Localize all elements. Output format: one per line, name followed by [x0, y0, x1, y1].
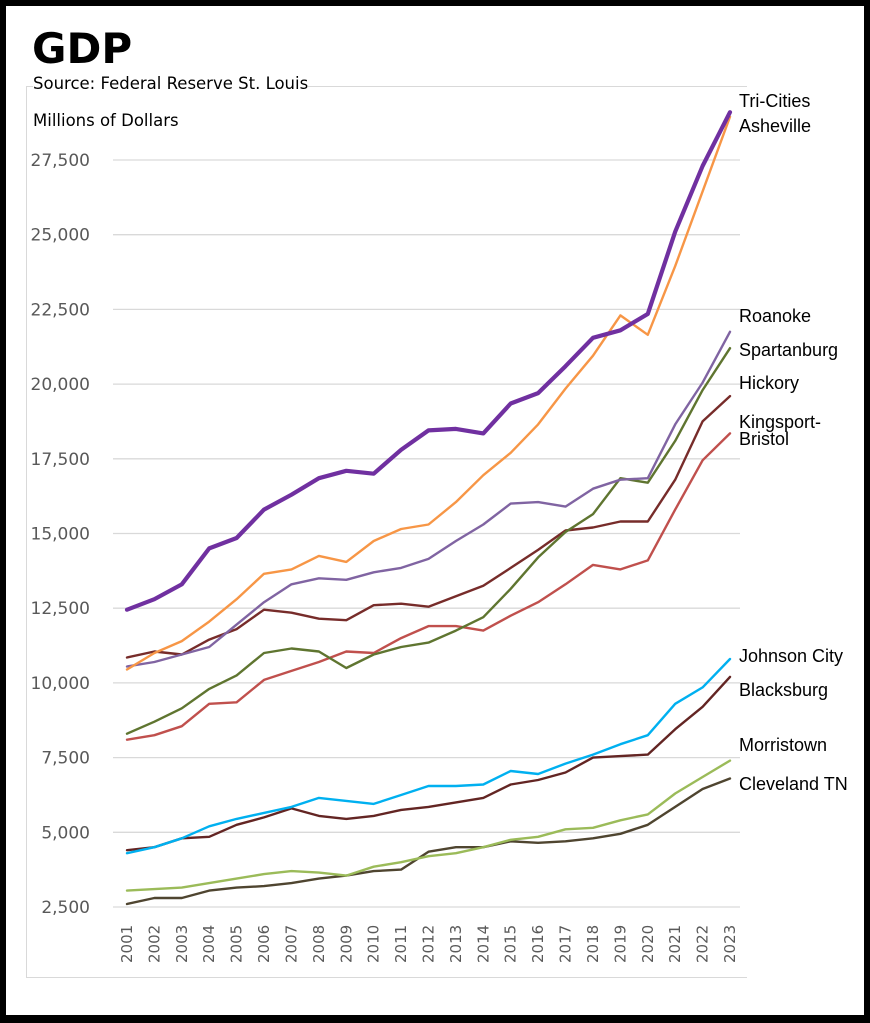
x-tick-label: 2002	[145, 925, 163, 963]
chart-area-border	[26, 86, 747, 978]
series-lines	[124, 110, 733, 906]
series-label-roanoke: Roanoke	[739, 306, 811, 326]
series-label-johnson-city: Johnson City	[739, 646, 843, 666]
x-tick-label: 2005	[228, 925, 246, 963]
x-tick-label: 2014	[474, 925, 492, 963]
y-tick-label: 10,000	[31, 674, 90, 694]
x-tick-label: 2011	[392, 925, 410, 963]
x-axis-ticks: 2001 2002 2003 2004 2005 2006 2007 2008 2009 2010…	[118, 925, 739, 963]
y-tick-label: 20,000	[31, 375, 90, 395]
x-tick-label: 2017	[557, 925, 575, 963]
x-tick-label: 2019	[611, 925, 629, 963]
x-tick-label: 2001	[118, 925, 136, 963]
chart-source: Source: Federal Reserve St. Louis	[33, 74, 309, 93]
x-tick-label: 2006	[255, 925, 273, 963]
series-label-spartanburg: Spartanburg	[739, 340, 838, 360]
series-label-blacksburg: Blacksburg	[739, 680, 828, 700]
y-tick-label: 17,500	[31, 450, 90, 470]
x-tick-label: 2009	[337, 925, 355, 963]
series-label-kingsport-bristol: Kingsport-Bristol	[739, 412, 821, 449]
x-tick-label: 2003	[173, 925, 191, 963]
x-tick-label: 2008	[310, 925, 328, 963]
series-line-cleveland-tn	[125, 777, 732, 906]
x-tick-label: 2023	[721, 925, 739, 963]
series-label-morristown: Morristown	[739, 735, 827, 755]
y-tick-label: 12,500	[31, 599, 90, 619]
series-line-spartanburg	[125, 347, 732, 735]
series-line-kingsport-bristol	[125, 432, 732, 741]
series-label-tri-cities: Tri-Cities	[739, 91, 810, 111]
x-tick-label: 2021	[666, 925, 684, 963]
x-tick-label: 2007	[282, 925, 300, 963]
x-tick-label: 2012	[420, 925, 438, 963]
series-label-hickory: Hickory	[739, 373, 799, 393]
series-line-johnson-city	[125, 657, 732, 855]
series-line-tri-cities	[124, 110, 733, 612]
series-line-hickory	[125, 394, 732, 659]
x-tick-label: 2016	[529, 925, 547, 963]
y-tick-label: 2,500	[41, 898, 90, 918]
series-line-asheville	[125, 115, 732, 671]
y-tick-label: 7,500	[41, 749, 90, 769]
series-labels: Tri-Cities Asheville Roanoke Spartanburg Hic…	[739, 91, 848, 794]
y-tick-label: 15,000	[31, 525, 90, 545]
y-axis-units-label: Millions of Dollars	[33, 111, 179, 130]
series-label-cleveland-tn: Cleveland TN	[739, 774, 848, 794]
x-tick-label: 2015	[502, 925, 520, 963]
y-axis-ticks: 2,500 5,000 7,500 10,000 12,500 15,000 17,500 2…	[31, 151, 90, 918]
x-tick-label: 2013	[447, 925, 465, 963]
y-tick-label: 25,000	[31, 226, 90, 246]
y-tick-label: 5,000	[41, 823, 90, 843]
gridlines	[113, 159, 740, 908]
x-tick-label: 2022	[694, 925, 712, 963]
series-label-asheville: Asheville	[739, 116, 811, 136]
x-tick-label: 2018	[584, 925, 602, 963]
y-tick-label: 27,500	[31, 151, 90, 171]
gdp-line-chart: 2,500 5,000 7,500 10,000 12,500 15,000 17,500 2…	[31, 91, 848, 963]
x-tick-label: 2020	[639, 925, 657, 963]
x-tick-label: 2010	[365, 925, 383, 963]
x-tick-label: 2004	[200, 925, 218, 963]
series-line-roanoke	[125, 330, 732, 668]
series-line-blacksburg	[125, 675, 732, 852]
chart-title: GDP	[32, 24, 133, 73]
series-line-morristown	[125, 759, 732, 892]
y-tick-label: 22,500	[31, 300, 90, 320]
